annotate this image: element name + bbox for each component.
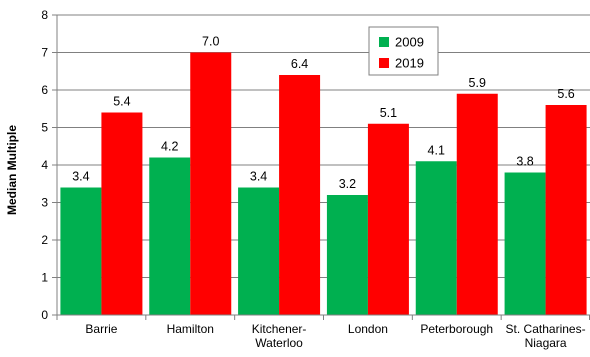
category-label: London <box>348 322 388 336</box>
category-label: Kitchener-Waterloo <box>252 322 307 350</box>
y-tick-label: 7 <box>41 46 48 60</box>
y-tick-label: 6 <box>41 83 48 97</box>
legend: 2009 2019 <box>368 26 439 76</box>
data-label-2009: 4.2 <box>161 140 178 154</box>
data-label-2019: 5.4 <box>113 95 130 109</box>
category-label: Barrie <box>85 322 117 336</box>
bars <box>60 52 587 315</box>
legend-label-2019: 2019 <box>395 56 424 71</box>
data-label-2019: 6.4 <box>291 57 308 71</box>
y-tick-label: 5 <box>41 121 48 135</box>
data-label-2009: 3.4 <box>250 170 267 184</box>
bar-2019 <box>101 112 143 315</box>
category-label: St. Catharines-Niagara <box>506 322 586 350</box>
bar-2019 <box>367 123 409 315</box>
bar-2019 <box>545 105 587 315</box>
axes <box>52 14 590 320</box>
bar-2009 <box>504 172 546 315</box>
bar-2009 <box>149 157 191 315</box>
data-label-2009: 3.4 <box>72 170 89 184</box>
y-tick-label: 0 <box>41 308 48 322</box>
bar-2009 <box>326 195 368 315</box>
bar-2019 <box>456 93 498 315</box>
y-tick-label: 2 <box>41 233 48 247</box>
category-label: Peterborough <box>420 322 493 336</box>
bar-2009 <box>238 187 280 315</box>
bar-2009 <box>60 187 102 315</box>
y-tick-label: 4 <box>41 158 48 172</box>
bar-2009 <box>415 161 457 315</box>
legend-label-2009: 2009 <box>395 35 424 50</box>
y-tick-label: 3 <box>41 196 48 210</box>
y-axis-title: Median Multiple <box>5 125 19 215</box>
data-label-2009: 4.1 <box>428 143 445 157</box>
y-tick-label: 1 <box>41 271 48 285</box>
data-label-2019: 5.1 <box>380 106 397 120</box>
data-label-2019: 5.6 <box>557 87 574 101</box>
legend-swatch-2019 <box>379 58 389 68</box>
bar-2019 <box>279 75 321 315</box>
category-label: Hamilton <box>167 322 214 336</box>
legend-swatch-2009 <box>379 37 389 47</box>
labels: 0 1 2 3 4 5 6 7 8 3.4 5.4 Barrie 4.2 7.0 Hamilton 3.4 6.… <box>41 8 585 350</box>
gridlines <box>57 14 590 316</box>
data-label-2019: 7.0 <box>202 35 219 49</box>
y-tick-label: 8 <box>41 8 48 22</box>
bar-2019 <box>190 52 232 315</box>
data-label-2009: 3.8 <box>516 155 533 169</box>
data-label-2019: 5.9 <box>469 76 486 90</box>
data-label-2009: 3.2 <box>339 177 356 191</box>
